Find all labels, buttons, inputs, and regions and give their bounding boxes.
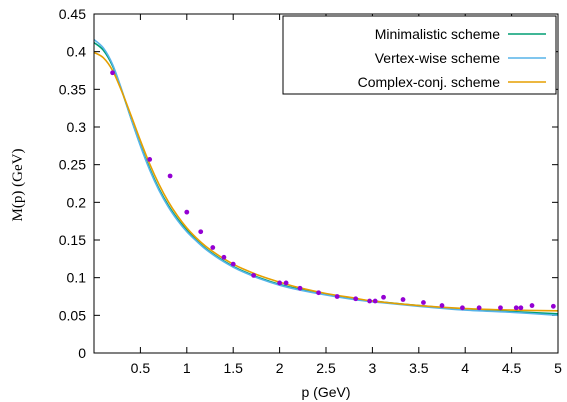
data-point bbox=[297, 285, 303, 291]
y-tick-label: 0.45 bbox=[59, 6, 86, 22]
data-point bbox=[316, 290, 321, 296]
axis-labels: p (GeV) M(p) (GeV) bbox=[10, 149, 351, 400]
x-tick-label: 0.5 bbox=[131, 360, 151, 376]
data-point bbox=[277, 280, 282, 286]
y-tick-label: 0.1 bbox=[67, 270, 87, 286]
y-tick-label: 0.4 bbox=[67, 44, 87, 60]
x-axis-label: p (GeV) bbox=[301, 384, 350, 400]
x-tick-label: 4 bbox=[461, 360, 469, 376]
data-point bbox=[400, 297, 406, 302]
data-point bbox=[251, 273, 257, 278]
x-tick-label: 1.5 bbox=[223, 360, 243, 376]
data-point bbox=[529, 303, 535, 308]
x-tick-label: 3 bbox=[369, 360, 377, 376]
data-point bbox=[550, 303, 556, 309]
data-point bbox=[476, 305, 482, 311]
x-tick-label: 5 bbox=[554, 360, 562, 376]
data-point bbox=[439, 303, 445, 308]
x-tick-label: 3.5 bbox=[409, 360, 429, 376]
data-point bbox=[518, 305, 524, 311]
y-tick-label: 0.25 bbox=[59, 157, 86, 173]
data-point bbox=[221, 254, 227, 260]
data-point bbox=[184, 209, 190, 215]
data-point bbox=[230, 261, 236, 267]
plot-border bbox=[93, 13, 559, 354]
data-point bbox=[110, 70, 115, 76]
x-tick-label: 4.5 bbox=[502, 360, 522, 376]
data-points bbox=[110, 70, 556, 311]
data-point bbox=[198, 229, 204, 235]
data-point bbox=[210, 245, 216, 250]
data-point bbox=[353, 296, 359, 302]
data-point bbox=[283, 280, 289, 286]
legend-label-2: Vertex-wise scheme bbox=[375, 50, 500, 66]
axes: 0.5 1 1.5 2 2.5 3 3.5 4 4.5 5 0 0.05 0.1 0.15 0.2 0.25 0… bbox=[59, 6, 562, 376]
y-tick-label: 0 bbox=[78, 345, 86, 361]
legend-label-1: Minimalistic scheme bbox=[375, 26, 500, 42]
data-point bbox=[421, 300, 426, 305]
y-tick-label: 0.2 bbox=[67, 194, 87, 210]
y-axis-label: M(p) (GeV) bbox=[10, 149, 26, 222]
x-tick-label: 2.5 bbox=[316, 360, 336, 376]
series-line-2 bbox=[94, 38, 558, 317]
data-point bbox=[460, 305, 465, 311]
legend: Minimalistic scheme Vertex-wise scheme Com… bbox=[282, 15, 557, 95]
y-tick-label: 0.3 bbox=[67, 119, 87, 135]
data-point bbox=[498, 305, 503, 311]
data-point bbox=[381, 294, 386, 300]
data-point bbox=[513, 305, 519, 311]
y-tick-label: 0.35 bbox=[59, 81, 86, 97]
legend-label-3: Complex-conj. scheme bbox=[358, 74, 501, 90]
data-point bbox=[147, 156, 153, 162]
series-line-3 bbox=[94, 51, 558, 312]
plot-frame bbox=[93, 13, 559, 354]
data-point bbox=[367, 298, 373, 304]
y-tick-label: 0.05 bbox=[59, 307, 86, 323]
series-lines bbox=[94, 38, 558, 317]
y-tick-label: 0.15 bbox=[59, 232, 86, 248]
data-point bbox=[372, 298, 378, 304]
legend-box bbox=[282, 15, 557, 95]
data-point bbox=[167, 173, 173, 179]
x-tick-label: 1 bbox=[183, 360, 191, 376]
x-tick-label: 2 bbox=[276, 360, 284, 376]
data-point bbox=[334, 294, 340, 299]
